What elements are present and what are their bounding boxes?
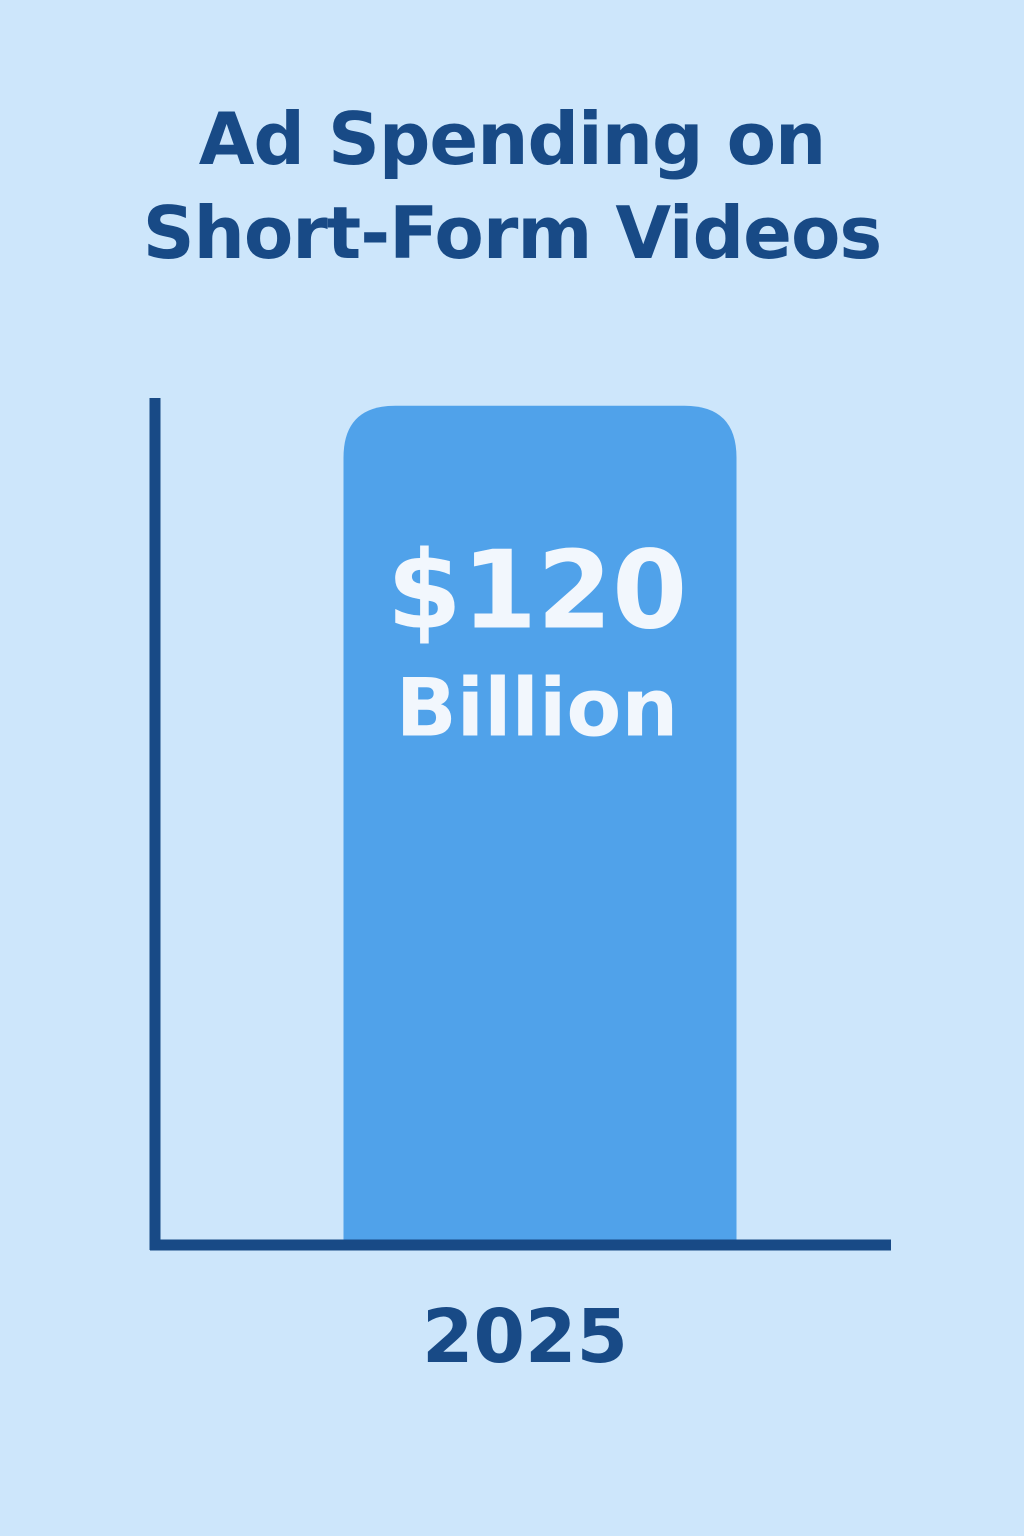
chart-title: Ad Spending on Short-Form Videos <box>0 92 1024 280</box>
bar-value-label: $120 <box>387 529 688 654</box>
bars-layer <box>343 405 737 1240</box>
bar-2025 <box>343 405 737 1240</box>
x-tick-label-2025: 2025 <box>422 1294 628 1380</box>
bar-unit-label: Billion <box>396 662 679 755</box>
chart-title-line-1: Ad Spending on <box>198 97 827 181</box>
chart-title-line-2: Short-Form Videos <box>142 191 883 275</box>
